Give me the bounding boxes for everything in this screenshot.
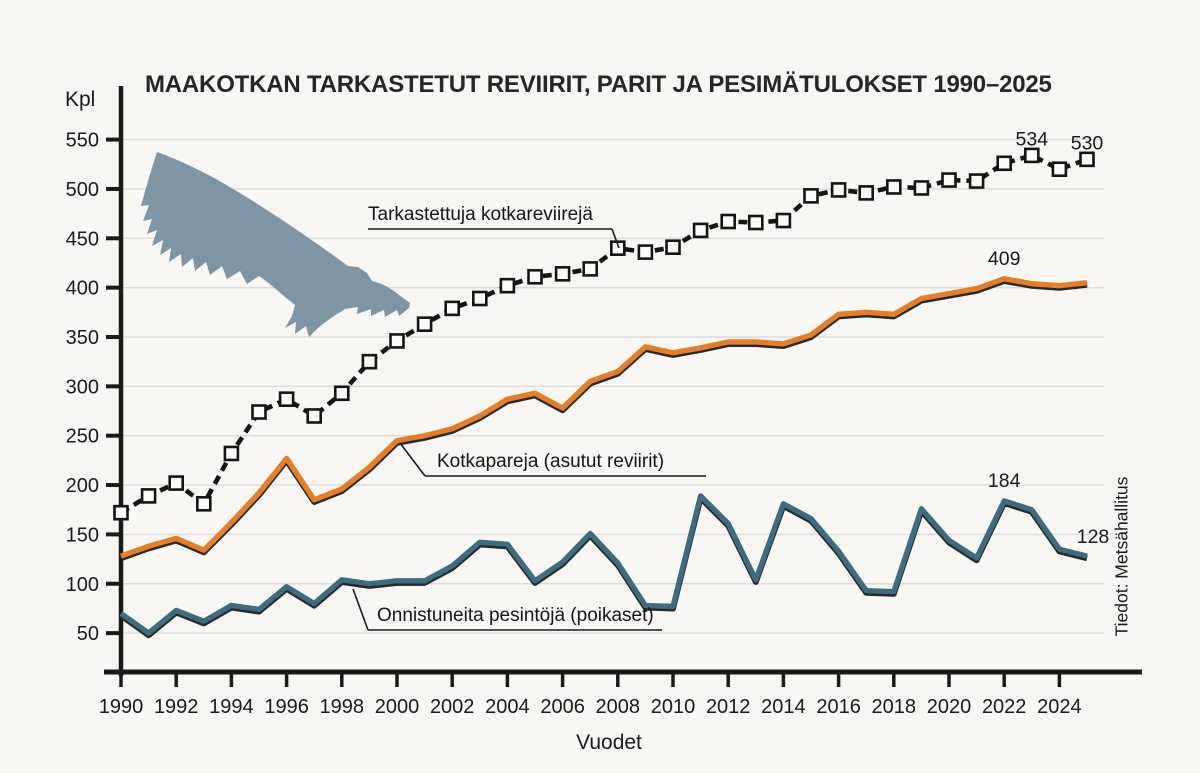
series-territories-marker: [527, 268, 543, 285]
x-tick-label: 1992: [154, 696, 199, 718]
series-territories-marker: [803, 188, 819, 204]
source-note: Tiedot: Metsähallitus: [1111, 476, 1132, 637]
series-nestings-line: [119, 493, 1088, 636]
series-territories-marker: [913, 180, 930, 196]
series-territories-marker: [941, 172, 957, 188]
x-tick-label: 2014: [761, 696, 806, 718]
y-tick-label: 350: [66, 327, 99, 349]
series-territories-marker: [747, 214, 764, 231]
y-tick-label: 100: [66, 574, 99, 596]
x-tick-label: 2018: [872, 696, 917, 718]
series-territories-marker: [168, 475, 184, 491]
eagle-silhouette-icon: [141, 152, 410, 337]
series-pairs-line: [120, 276, 1088, 559]
series-territories-marker: [830, 182, 847, 198]
series-territories-marker: [278, 391, 295, 407]
series-territories-marker: [996, 155, 1013, 172]
value-label: 128: [1077, 526, 1110, 548]
series-territories-marker: [775, 212, 792, 229]
series-territories-marker: [471, 290, 488, 307]
series-territories-marker: [444, 300, 461, 317]
series-territories-marker: [665, 239, 681, 255]
y-tick-label: 150: [66, 524, 99, 546]
y-tick-label: 400: [66, 278, 99, 300]
series-label-territories: Tarkastettuja kotkareviirejä: [368, 204, 593, 225]
x-tick-label: 2012: [706, 696, 751, 718]
series-territories-marker: [416, 316, 433, 332]
y-tick-label: 50: [77, 623, 99, 645]
y-tick-label: 250: [66, 426, 99, 448]
series-territories-marker: [554, 266, 571, 282]
value-label: 534: [1016, 128, 1049, 150]
x-tick-label: 1998: [320, 696, 365, 718]
series-territories-marker: [1079, 151, 1095, 168]
series-label-nestings: Onnistuneita pesintöjä (poikaset): [377, 605, 654, 626]
series-territories-marker: [637, 244, 654, 260]
annotation-leader-line: [399, 442, 426, 477]
x-tick-label: 2008: [596, 696, 641, 718]
series-territories-marker: [1051, 161, 1068, 178]
x-axis-title: Vuodet: [576, 731, 642, 754]
series-territories-marker: [499, 277, 516, 294]
x-tick-label: 1996: [264, 696, 309, 718]
series-territories-marker: [251, 404, 267, 420]
annotation-leader-line: [611, 228, 620, 249]
series-territories-marker: [692, 222, 709, 239]
series-territories-marker: [720, 213, 737, 230]
series-territories-marker: [223, 445, 240, 462]
series-territories-marker: [1024, 147, 1040, 164]
series-territories-marker: [582, 261, 599, 277]
x-tick-label: 2020: [927, 696, 972, 718]
value-label: 184: [988, 470, 1021, 492]
y-tick-label: 300: [66, 376, 99, 398]
series-territories-marker: [333, 385, 350, 402]
x-tick-label: 2006: [540, 696, 585, 718]
series-territories-marker: [609, 240, 626, 256]
value-label: 409: [988, 248, 1021, 270]
x-tick-label: 1994: [209, 696, 254, 718]
y-tick-label: 500: [66, 179, 99, 201]
y-axis-unit-label: Kpl: [65, 88, 96, 111]
y-tick-label: 200: [66, 475, 99, 497]
value-label: 530: [1071, 132, 1104, 154]
x-tick-label: 2004: [485, 696, 530, 718]
x-tick-label: 2010: [651, 696, 696, 718]
x-tick-label: 2022: [982, 696, 1027, 718]
series-territories-marker: [885, 179, 902, 195]
x-tick-label: 1990: [99, 696, 144, 718]
annotation-leader-line: [352, 588, 369, 631]
series-territories-marker: [306, 408, 323, 424]
x-tick-label: 2002: [430, 696, 475, 718]
series-territories-marker: [858, 185, 875, 201]
y-tick-label: 450: [66, 228, 99, 250]
series-territories-marker: [361, 353, 378, 370]
series-territories-marker: [968, 173, 985, 189]
x-tick-label: 2000: [375, 696, 420, 718]
series-territories-marker: [140, 488, 157, 504]
series-territories-marker: [113, 504, 129, 521]
y-tick-label: 550: [66, 130, 99, 152]
x-tick-label: 2024: [1037, 696, 1082, 718]
x-tick-label: 2016: [816, 696, 861, 718]
series-territories-marker: [389, 333, 405, 349]
series-label-pairs: Kotkapareja (asutut reviirit): [437, 451, 665, 472]
series-territories-marker: [196, 496, 212, 512]
chart-title: MAAKOTKAN TARKASTETUT REVIIRIT, PARIT JA…: [145, 71, 1052, 98]
